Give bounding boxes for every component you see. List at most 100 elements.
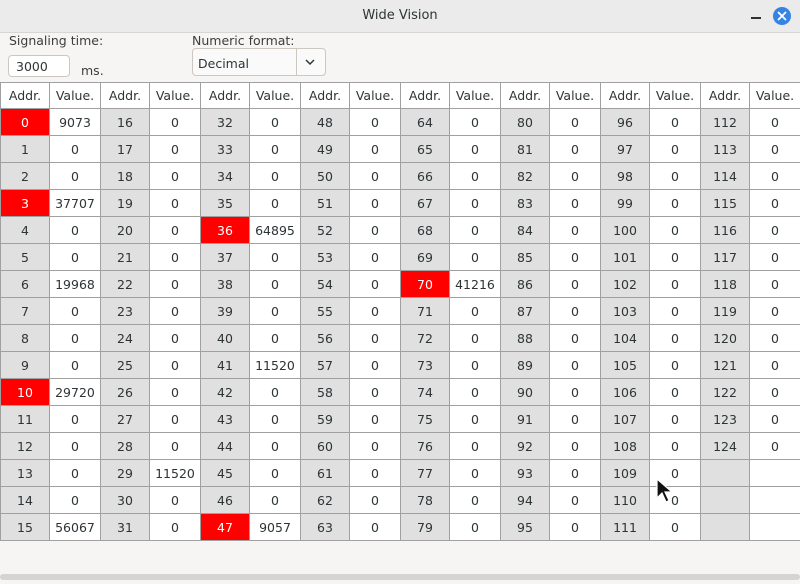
value-cell[interactable]: 0 [249,162,301,190]
memory-table-container[interactable]: Addr. Value. Addr. Value. Addr. Value. Addr. Va… [0,82,800,541]
value-cell[interactable]: 0 [349,486,401,514]
value-cell[interactable]: 0 [449,297,501,325]
value-cell[interactable]: 29720 [49,378,101,406]
addr-cell-highlighted[interactable]: 3 [0,189,50,217]
addr-cell[interactable]: 45 [200,459,250,487]
value-cell[interactable]: 0 [49,135,101,163]
value-cell[interactable]: 19968 [49,270,101,298]
value-column-header[interactable]: Value. [449,82,501,109]
value-cell[interactable]: 0 [749,405,800,433]
addr-cell[interactable]: 44 [200,432,250,460]
value-column-header[interactable]: Value. [149,82,201,109]
value-cell[interactable]: 0 [249,243,301,271]
addr-cell[interactable]: 72 [400,324,450,352]
horizontal-scrollbar[interactable] [0,574,800,580]
value-cell[interactable]: 0 [149,243,201,271]
value-cell[interactable]: 0 [649,405,701,433]
addr-cell[interactable]: 123 [700,405,750,433]
addr-cell[interactable]: 63 [300,513,350,541]
value-cell[interactable]: 0 [249,486,301,514]
addr-cell[interactable]: 64 [400,108,450,136]
addr-cell[interactable]: 8 [0,324,50,352]
addr-cell[interactable]: 42 [200,378,250,406]
addr-cell[interactable]: 78 [400,486,450,514]
addr-cell[interactable]: 96 [600,108,650,136]
addr-cell[interactable]: 109 [600,459,650,487]
value-cell[interactable]: 0 [49,324,101,352]
addr-column-header[interactable]: Addr. [700,82,750,109]
numeric-format-dropdown[interactable]: Decimal [192,48,326,76]
value-cell[interactable]: 0 [149,513,201,541]
addr-cell[interactable]: 27 [100,405,150,433]
value-cell[interactable]: 0 [349,513,401,541]
addr-cell[interactable]: 89 [500,351,550,379]
addr-cell[interactable]: 54 [300,270,350,298]
value-cell[interactable]: 0 [249,432,301,460]
addr-cell[interactable]: 95 [500,513,550,541]
addr-cell[interactable]: 116 [700,216,750,244]
addr-cell[interactable]: 79 [400,513,450,541]
value-cell[interactable]: 0 [349,432,401,460]
value-cell[interactable]: 0 [349,243,401,271]
value-cell[interactable]: 0 [49,297,101,325]
value-cell[interactable]: 0 [749,189,800,217]
value-cell[interactable]: 0 [449,459,501,487]
value-cell[interactable] [749,459,800,487]
addr-column-header[interactable]: Addr. [600,82,650,109]
addr-column-header[interactable]: Addr. [300,82,350,109]
addr-cell[interactable]: 59 [300,405,350,433]
value-column-header[interactable]: Value. [749,82,800,109]
value-cell[interactable]: 0 [649,297,701,325]
value-cell[interactable]: 0 [149,270,201,298]
addr-cell[interactable]: 55 [300,297,350,325]
addr-cell[interactable]: 15 [0,513,50,541]
addr-column-header[interactable]: Addr. [400,82,450,109]
value-cell[interactable]: 0 [149,297,201,325]
value-cell[interactable]: 0 [749,432,800,460]
value-cell[interactable]: 0 [349,108,401,136]
addr-cell-highlighted[interactable]: 70 [400,270,450,298]
addr-cell[interactable]: 87 [500,297,550,325]
addr-cell[interactable]: 101 [600,243,650,271]
value-cell[interactable]: 0 [549,297,601,325]
value-cell[interactable]: 9073 [49,108,101,136]
value-cell[interactable] [749,513,800,541]
addr-cell[interactable]: 73 [400,351,450,379]
addr-cell[interactable]: 57 [300,351,350,379]
addr-cell[interactable]: 85 [500,243,550,271]
value-cell[interactable]: 0 [149,378,201,406]
value-cell[interactable]: 0 [549,459,601,487]
value-cell[interactable]: 0 [49,405,101,433]
addr-cell[interactable] [700,459,750,487]
addr-cell[interactable]: 81 [500,135,550,163]
addr-column-header[interactable]: Addr. [200,82,250,109]
addr-cell[interactable]: 40 [200,324,250,352]
addr-cell[interactable]: 102 [600,270,650,298]
value-column-header[interactable]: Value. [649,82,701,109]
addr-cell[interactable]: 4 [0,216,50,244]
addr-cell[interactable]: 37 [200,243,250,271]
value-cell[interactable]: 0 [149,351,201,379]
value-cell[interactable]: 0 [449,432,501,460]
addr-cell[interactable]: 2 [0,162,50,190]
value-cell[interactable]: 0 [549,216,601,244]
addr-cell[interactable]: 49 [300,135,350,163]
addr-cell[interactable]: 69 [400,243,450,271]
value-cell[interactable]: 0 [349,162,401,190]
value-column-header[interactable]: Value. [349,82,401,109]
value-cell[interactable]: 0 [549,513,601,541]
addr-cell[interactable]: 100 [600,216,650,244]
addr-cell[interactable]: 77 [400,459,450,487]
addr-cell[interactable]: 53 [300,243,350,271]
value-cell[interactable]: 0 [249,405,301,433]
value-cell[interactable]: 0 [749,351,800,379]
value-cell[interactable]: 0 [549,162,601,190]
value-cell[interactable]: 0 [349,189,401,217]
value-cell[interactable]: 0 [749,162,800,190]
addr-cell[interactable]: 34 [200,162,250,190]
value-cell[interactable]: 0 [449,324,501,352]
value-cell[interactable]: 0 [749,135,800,163]
value-cell[interactable]: 0 [349,216,401,244]
addr-cell[interactable]: 9 [0,351,50,379]
addr-column-header[interactable]: Addr. [100,82,150,109]
